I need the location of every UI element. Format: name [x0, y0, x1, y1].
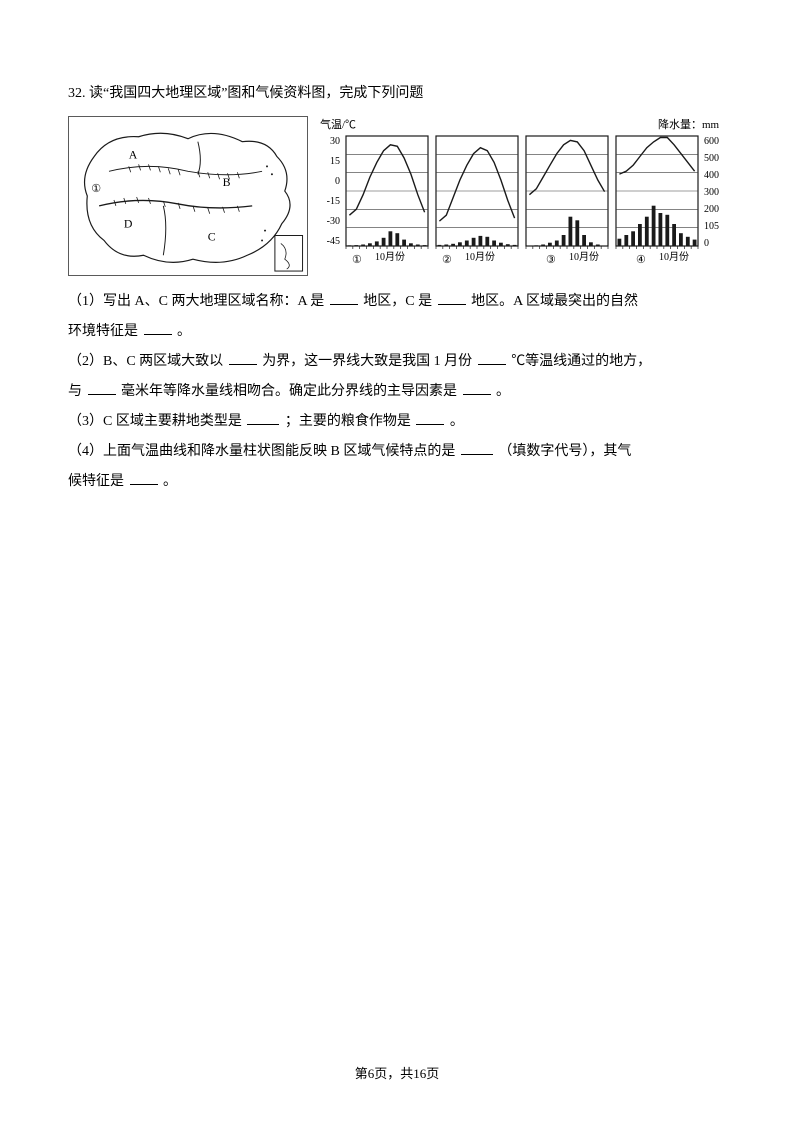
q2-line1: （2）B、C 两区域大致以 为界，这一界线大致是我国 1 月份 ℃等温线通过的地… [68, 348, 726, 376]
blank [478, 350, 506, 365]
china-map: A B C D ① [68, 116, 308, 276]
blank [144, 320, 172, 335]
page-footer: 第6页，共16页 [0, 1061, 794, 1087]
svg-text:30: 30 [330, 136, 340, 147]
svg-text:10月份: 10月份 [465, 251, 495, 263]
svg-text:-30: -30 [327, 216, 340, 227]
question-prompt: 读“我国四大地理区域”图和气候资料图，完成下列问题 [89, 86, 423, 101]
svg-text:15: 15 [330, 156, 340, 167]
x-labels: ① 10月份 ② 10月份 ③ 10月份 ④ 10月份 [352, 251, 689, 266]
q1-line1: （1）写出 A、C 两大地理区域名称：A 是 地区，C 是 地区。A 区域最突出… [68, 288, 726, 316]
svg-text:10月份: 10月份 [659, 251, 689, 263]
map-label-one: ① [91, 183, 101, 195]
chart-panel-4 [616, 136, 698, 249]
svg-text:0: 0 [335, 176, 340, 187]
blank [461, 440, 493, 455]
q1-line2: 环境特征是 。 [68, 318, 726, 346]
q3: （3）C 区域主要耕地类型是 ；主要的粮食作物是 。 [68, 408, 726, 436]
svg-text:300: 300 [704, 187, 719, 198]
q4-line1: （4）上面气温曲线和降水量柱状图能反映 B 区域气候特点的是 （填数字代号），其… [68, 438, 726, 466]
blank [438, 290, 466, 305]
figure-row: A B C D ① 气温/℃ 降水量：mm 30 15 0 -15 -30 -4… [68, 116, 726, 276]
blank [330, 290, 358, 305]
blank [247, 410, 279, 425]
climate-charts: 气温/℃ 降水量：mm 30 15 0 -15 -30 -45 600 500 … [316, 116, 726, 276]
temp-ticks: 30 15 0 -15 -30 -45 [327, 136, 340, 247]
question-number: 32. [68, 86, 86, 101]
svg-text:③: ③ [546, 254, 556, 266]
blank [463, 380, 491, 395]
temp-axis-title: 气温/℃ [320, 117, 356, 131]
svg-text:600: 600 [704, 136, 719, 147]
svg-text:-45: -45 [327, 236, 340, 247]
blank [229, 350, 257, 365]
map-label-A: A [129, 147, 138, 161]
svg-text:0: 0 [704, 238, 709, 249]
svg-text:②: ② [442, 254, 452, 266]
svg-text:10月份: 10月份 [375, 251, 405, 263]
blank [88, 380, 116, 395]
svg-text:10月份: 10月份 [569, 251, 599, 263]
svg-text:500: 500 [704, 153, 719, 164]
chart-panel-3 [526, 136, 608, 249]
svg-text:105: 105 [704, 221, 719, 232]
precip-axis-title: 降水量：mm [658, 117, 720, 131]
map-label-D: D [124, 217, 133, 231]
question-header: 32. 读“我国四大地理区域”图和气候资料图，完成下列问题 [68, 80, 726, 108]
svg-text:①: ① [352, 254, 362, 266]
q2-line2: 与 毫米年等降水量线相吻合。确定此分界线的主导因素是 。 [68, 378, 726, 406]
map-svg: A B C D ① [69, 117, 307, 275]
map-label-C: C [208, 229, 216, 243]
chart-panel-1 [346, 136, 428, 249]
blank [130, 470, 158, 485]
map-label-B: B [223, 175, 231, 189]
charts-svg: 气温/℃ 降水量：mm 30 15 0 -15 -30 -45 600 500 … [316, 116, 726, 276]
svg-text:④: ④ [636, 254, 646, 266]
chart-panel-2 [436, 136, 518, 249]
precip-ticks: 600 500 400 300 200 105 0 [704, 136, 719, 249]
q4-line2: 候特征是 。 [68, 468, 726, 496]
svg-text:-15: -15 [327, 196, 340, 207]
svg-text:400: 400 [704, 170, 719, 181]
blank [416, 410, 444, 425]
svg-text:200: 200 [704, 204, 719, 215]
